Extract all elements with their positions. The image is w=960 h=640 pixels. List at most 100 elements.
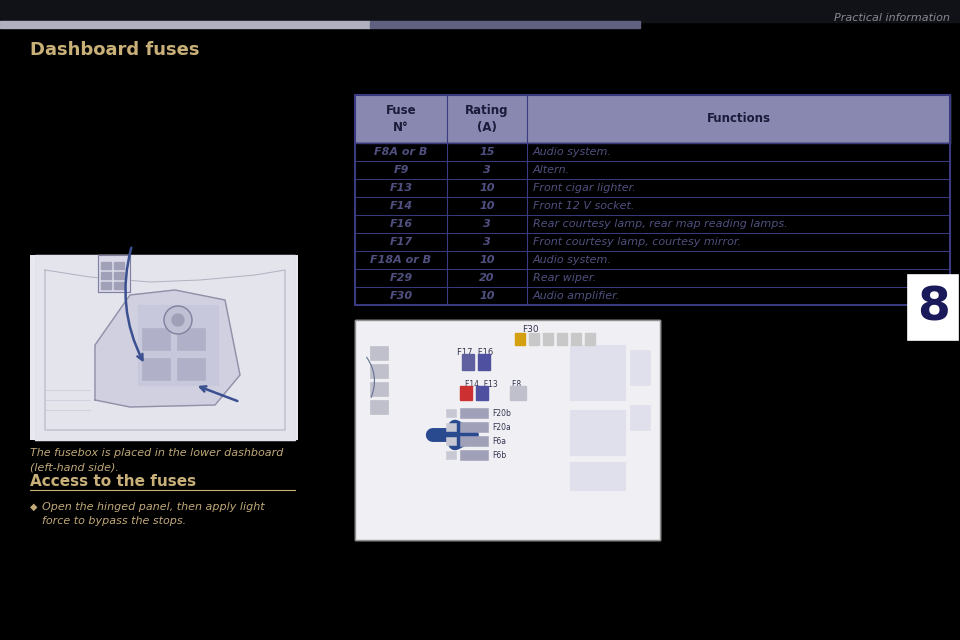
Bar	[462, 354, 474, 370]
Bar	[460, 422, 488, 432]
Bar	[478, 354, 490, 370]
Text: ◆: ◆	[30, 502, 37, 512]
Text: F20a: F20a	[492, 422, 511, 431]
Bar	[101, 272, 111, 279]
Bar	[446, 409, 456, 417]
Bar	[101, 282, 111, 289]
Text: F29: F29	[390, 273, 413, 283]
Text: Audio system.: Audio system.	[533, 147, 612, 157]
Bar	[355, 143, 950, 161]
Bar	[355, 233, 950, 251]
Bar	[370, 364, 388, 378]
Text: F14  F13      F8: F14 F13 F8	[465, 380, 521, 389]
Text: Front 12 V socket.: Front 12 V socket.	[533, 201, 635, 211]
Bar	[370, 382, 388, 396]
Text: 3: 3	[483, 165, 491, 175]
Text: Front courtesy lamp, courtesy mirror.: Front courtesy lamp, courtesy mirror.	[533, 237, 741, 247]
Text: Functions: Functions	[707, 113, 771, 125]
Bar	[355, 287, 950, 305]
Text: Rating
(A): Rating (A)	[466, 104, 509, 134]
Text: 10: 10	[479, 291, 494, 301]
Bar	[114, 272, 124, 279]
Text: 8: 8	[917, 285, 949, 330]
Text: 10: 10	[479, 255, 494, 265]
Text: 15: 15	[479, 147, 494, 157]
Bar	[355, 215, 950, 233]
Bar	[177, 358, 205, 380]
Bar	[557, 333, 567, 345]
Bar	[355, 197, 950, 215]
Bar	[460, 450, 488, 460]
Bar	[355, 95, 950, 305]
Text: Practical information: Practical information	[834, 13, 950, 23]
Bar	[355, 269, 950, 287]
Bar	[446, 437, 456, 445]
Bar	[570, 345, 625, 400]
Text: F30: F30	[521, 325, 539, 334]
Bar	[0, 21, 370, 28]
Bar	[370, 21, 640, 28]
Text: F6b: F6b	[492, 451, 506, 460]
Text: The fusebox is placed in the lower dashboard
(left-hand side).: The fusebox is placed in the lower dashb…	[30, 448, 283, 472]
Bar	[355, 179, 950, 197]
Bar	[571, 333, 581, 345]
Bar	[114, 262, 124, 269]
Bar	[114, 282, 124, 289]
Bar	[630, 405, 650, 430]
Bar	[476, 386, 488, 400]
Text: Audio system.: Audio system.	[533, 255, 612, 265]
Text: 3: 3	[483, 237, 491, 247]
Text: 10: 10	[479, 201, 494, 211]
Polygon shape	[35, 255, 295, 440]
Text: F17  F16: F17 F16	[457, 348, 493, 357]
Bar	[142, 328, 170, 350]
Text: 3: 3	[483, 219, 491, 229]
Text: Rear courtesy lamp, rear map reading lamps.: Rear courtesy lamp, rear map reading lam…	[533, 219, 787, 229]
Bar	[908, 275, 958, 340]
Bar	[138, 305, 218, 385]
Bar	[177, 328, 205, 350]
Bar	[0, 0, 960, 22]
Text: F14: F14	[390, 201, 413, 211]
Polygon shape	[95, 290, 240, 407]
Bar	[370, 400, 388, 414]
Polygon shape	[98, 255, 130, 292]
Bar	[460, 386, 472, 400]
Text: 20: 20	[479, 273, 494, 283]
Bar	[570, 462, 625, 490]
Text: Altern.: Altern.	[533, 165, 570, 175]
Text: F20b: F20b	[492, 408, 511, 417]
Circle shape	[172, 314, 184, 326]
Bar	[543, 333, 553, 345]
Bar	[630, 350, 650, 385]
Bar	[570, 410, 625, 455]
Bar	[515, 333, 525, 345]
Text: F9: F9	[394, 165, 409, 175]
Text: Open the hinged panel, then apply light
force to bypass the stops.: Open the hinged panel, then apply light …	[42, 502, 265, 526]
Text: Audio amplifier.: Audio amplifier.	[533, 291, 620, 301]
Bar	[355, 251, 950, 269]
Text: F18A or B: F18A or B	[371, 255, 432, 265]
Circle shape	[164, 306, 192, 334]
Bar	[101, 262, 111, 269]
Text: F13: F13	[390, 183, 413, 193]
Bar	[529, 333, 539, 345]
Text: F8A or B: F8A or B	[374, 147, 428, 157]
Bar	[370, 346, 388, 360]
Bar	[585, 333, 595, 345]
Bar	[355, 161, 950, 179]
Bar	[355, 95, 950, 143]
Text: F30: F30	[390, 291, 413, 301]
Text: F17: F17	[390, 237, 413, 247]
Bar	[446, 423, 456, 431]
Bar	[460, 436, 488, 446]
Bar	[30, 255, 298, 440]
Bar	[446, 451, 456, 459]
Text: 10: 10	[479, 183, 494, 193]
Text: Access to the fuses: Access to the fuses	[30, 474, 196, 490]
Polygon shape	[35, 255, 295, 440]
Bar	[355, 320, 660, 540]
Text: Rear wiper.: Rear wiper.	[533, 273, 596, 283]
Bar	[355, 320, 660, 540]
Text: Fuse
N°: Fuse N°	[386, 104, 417, 134]
